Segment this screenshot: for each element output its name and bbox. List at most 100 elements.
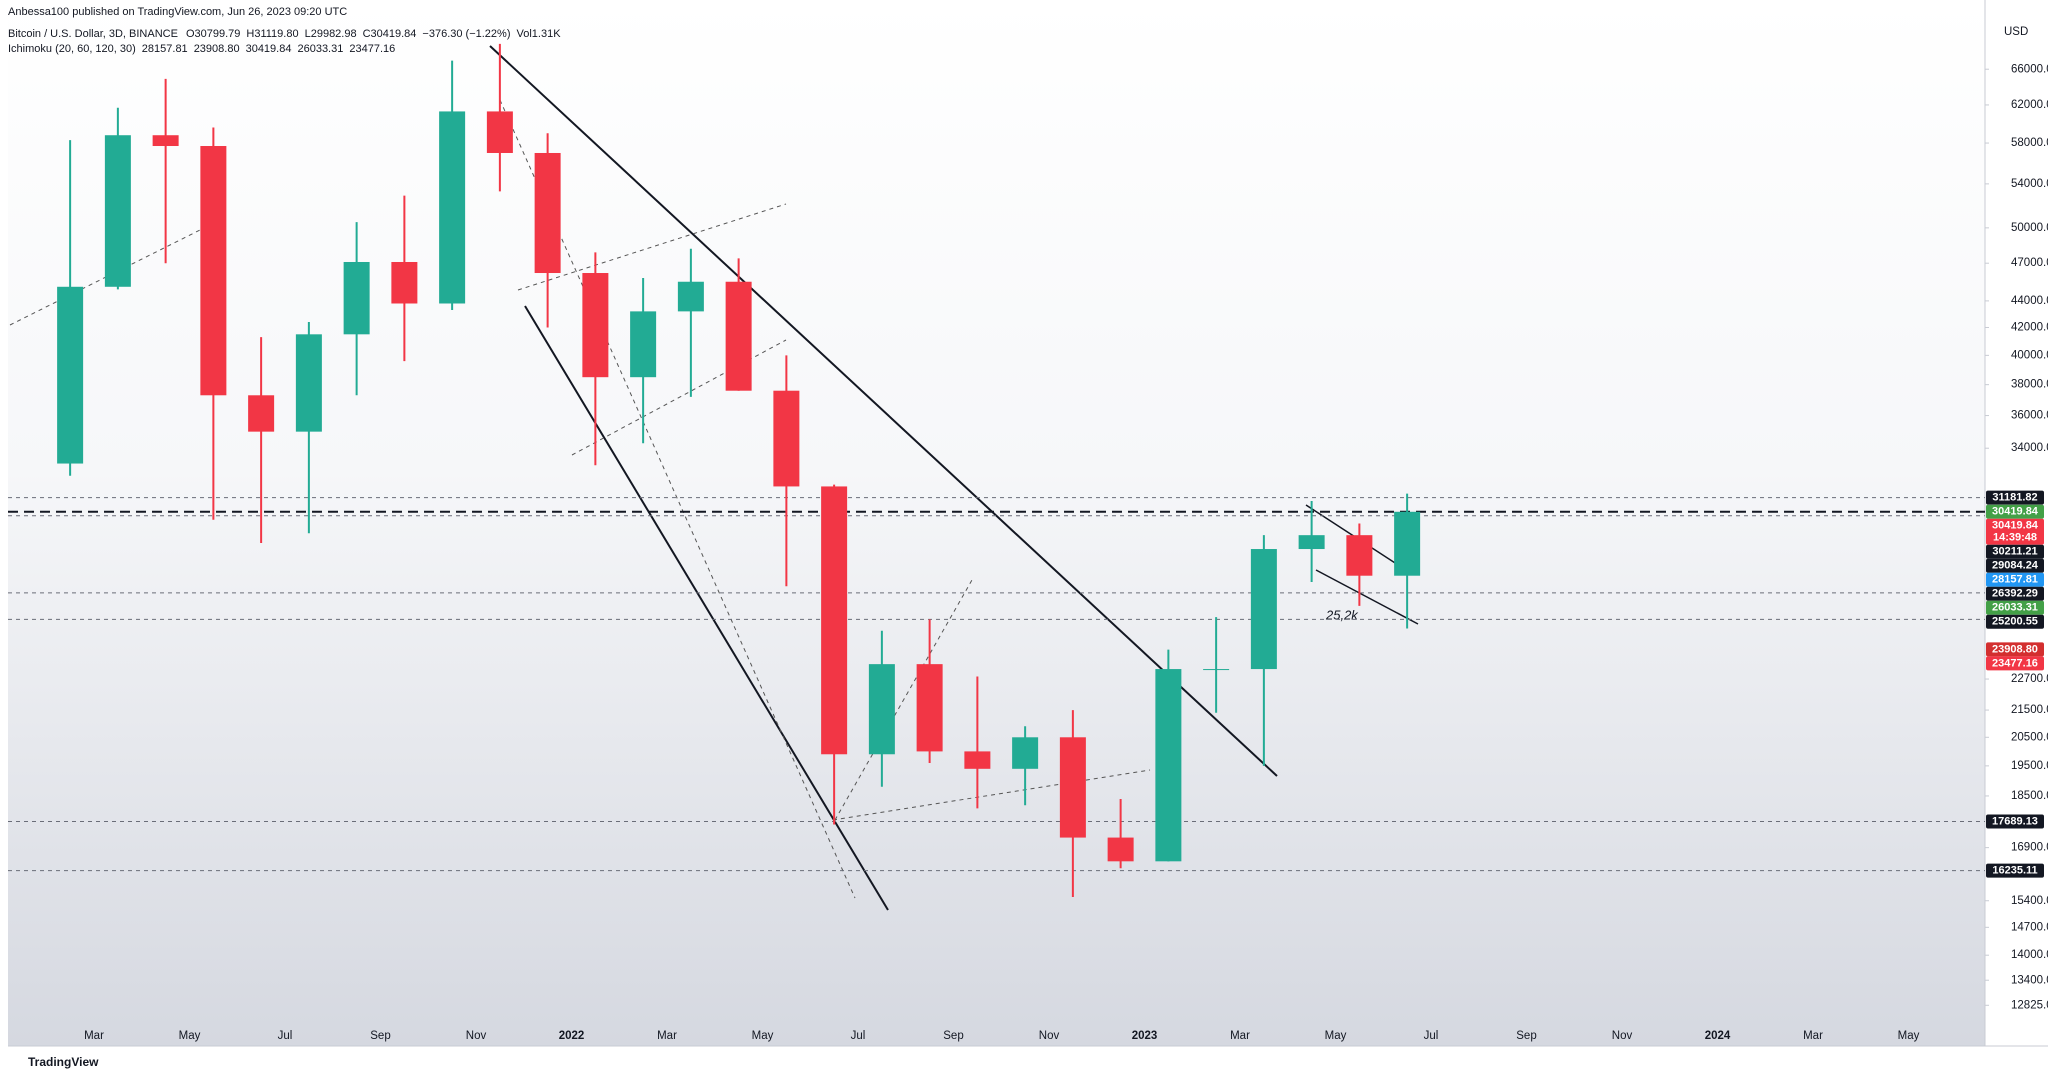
indicator-value: 23477.16 xyxy=(349,43,395,55)
price-tag-countdown: 14:39:48 xyxy=(1993,532,2037,544)
ohlc-value: L29982.98 xyxy=(305,28,357,40)
candle-body xyxy=(152,135,179,147)
x-tick-label: Jul xyxy=(851,1030,866,1042)
candle-body xyxy=(295,334,322,432)
price-tag xyxy=(1986,814,2044,829)
dashed-channel xyxy=(517,203,787,291)
dashed-line xyxy=(834,579,973,821)
x-tick-label: 2022 xyxy=(559,1030,585,1042)
price-tag xyxy=(1986,586,2044,601)
y-tick-label: 20500.00 xyxy=(2011,731,2048,743)
y-tick-label: 44000.00 xyxy=(2011,295,2048,307)
x-tick-label: Mar xyxy=(1230,1030,1250,1042)
x-tick-label: Mar xyxy=(84,1030,104,1042)
y-tick-label: 34000.00 xyxy=(2011,442,2048,454)
dashed-line xyxy=(832,769,1151,821)
indicator-value: 28157.81 xyxy=(142,43,188,55)
price-tag-label: 26392.29 xyxy=(1992,588,2038,600)
x-tick-label: Nov xyxy=(1612,1030,1633,1042)
ohlc-value: C30419.84 xyxy=(363,28,417,40)
price-tag xyxy=(1986,518,2044,545)
x-tick-label: Sep xyxy=(1516,1030,1536,1042)
x-tick-label: Sep xyxy=(943,1030,963,1042)
ohlc-value: O30799.79 xyxy=(186,28,240,40)
y-tick-label: 14700.00 xyxy=(2011,921,2048,933)
indicator-value: 30419.84 xyxy=(246,43,292,55)
y-tick-label: 15400.00 xyxy=(2011,895,2048,907)
y-tick-label: 38000.00 xyxy=(2011,379,2048,391)
price-tag-label: 29084.24 xyxy=(1992,560,2039,572)
price-tag-label: 25200.55 xyxy=(1992,616,2038,628)
candle-body xyxy=(868,664,895,755)
candle-body xyxy=(964,751,991,769)
price-tag-label: 23908.80 xyxy=(1992,643,2038,655)
candle-body xyxy=(630,311,657,378)
x-tick-label: Nov xyxy=(466,1030,487,1042)
x-tick-label: Mar xyxy=(1803,1030,1823,1042)
candle-body xyxy=(821,486,848,755)
price-tag xyxy=(1986,544,2044,559)
y-tick-label: 66000.00 xyxy=(2011,63,2048,75)
x-tick-label: 2023 xyxy=(1132,1030,1158,1042)
price-tag-label: 31181.82 xyxy=(1992,492,2037,504)
ohlc-value: Vol1.31K xyxy=(517,28,562,40)
y-tick-label: 62000.00 xyxy=(2011,99,2048,111)
candle-body xyxy=(248,395,275,432)
x-tick-label: Sep xyxy=(370,1030,390,1042)
y-tick-label: 18500.00 xyxy=(2011,790,2048,802)
candle-body xyxy=(1346,535,1373,576)
ohlc-value: −376.30 (−1.22%) xyxy=(422,28,510,40)
indicator-value: 23908.80 xyxy=(194,43,240,55)
trend-line xyxy=(489,45,1278,777)
candle-body xyxy=(1155,669,1182,862)
symbol-title: Bitcoin / U.S. Dollar, 3D, BINANCE xyxy=(8,28,178,40)
x-tick-label: May xyxy=(179,1030,201,1042)
x-tick-label: May xyxy=(1898,1030,1920,1042)
candle-body xyxy=(773,390,800,487)
price-tag xyxy=(1986,572,2044,587)
price-tag-label: 30419.84 xyxy=(1992,506,2039,518)
price-tag xyxy=(1986,656,2044,671)
x-tick-label: Jul xyxy=(1424,1030,1439,1042)
indicator-name: Ichimoku (20, 60, 120, 30) xyxy=(8,43,136,55)
candle-body xyxy=(486,111,513,153)
y-tick-label: 50000.00 xyxy=(2011,222,2048,234)
candle-body xyxy=(1107,837,1134,862)
y-tick-label: 16900.00 xyxy=(2011,842,2048,854)
candle-body xyxy=(1298,535,1325,550)
y-tick-label: 22700.00 xyxy=(2011,673,2048,685)
ohlc-value: H31119.80 xyxy=(246,28,298,40)
y-tick-label: 47000.00 xyxy=(2011,257,2048,269)
candle-body xyxy=(916,664,943,752)
y-tick-label: 21500.00 xyxy=(2011,704,2048,716)
x-tick-label: 2024 xyxy=(1705,1030,1731,1042)
price-tag-label: 28157.81 xyxy=(1992,574,2038,586)
candle-body xyxy=(582,273,609,378)
channel-line xyxy=(1315,569,1419,625)
price-tag xyxy=(1986,490,2044,505)
candle-body xyxy=(391,261,418,304)
y-axis-title: USD xyxy=(2004,26,2028,38)
price-tag-label: 30211.21 xyxy=(1992,546,2037,558)
price-tag-label: 17689.13 xyxy=(1992,815,2038,827)
price-tag xyxy=(1986,558,2044,573)
price-tag-label: 16235.11 xyxy=(1992,864,2037,876)
candle-body xyxy=(725,281,752,391)
y-tick-label: 42000.00 xyxy=(2011,322,2048,334)
published-line: Anbessa100 published on TradingView.com,… xyxy=(8,6,347,18)
footer-brand: TradingView xyxy=(28,1055,99,1069)
y-tick-label: 12825.00 xyxy=(2011,999,2048,1011)
y-tick-label: 14000.00 xyxy=(2011,949,2048,961)
indicator-value: 26033.31 xyxy=(297,43,343,55)
x-tick-label: Jul xyxy=(278,1030,293,1042)
price-tag-label: 30419.84 xyxy=(1992,520,2039,532)
y-tick-label: 19500.00 xyxy=(2011,760,2048,772)
x-tick-label: May xyxy=(1325,1030,1347,1042)
price-tag-label: 23477.16 xyxy=(1992,657,2038,669)
x-tick-label: Mar xyxy=(657,1030,677,1042)
candle-body xyxy=(104,135,131,287)
candle-body xyxy=(57,286,84,464)
candle-body xyxy=(439,111,466,304)
